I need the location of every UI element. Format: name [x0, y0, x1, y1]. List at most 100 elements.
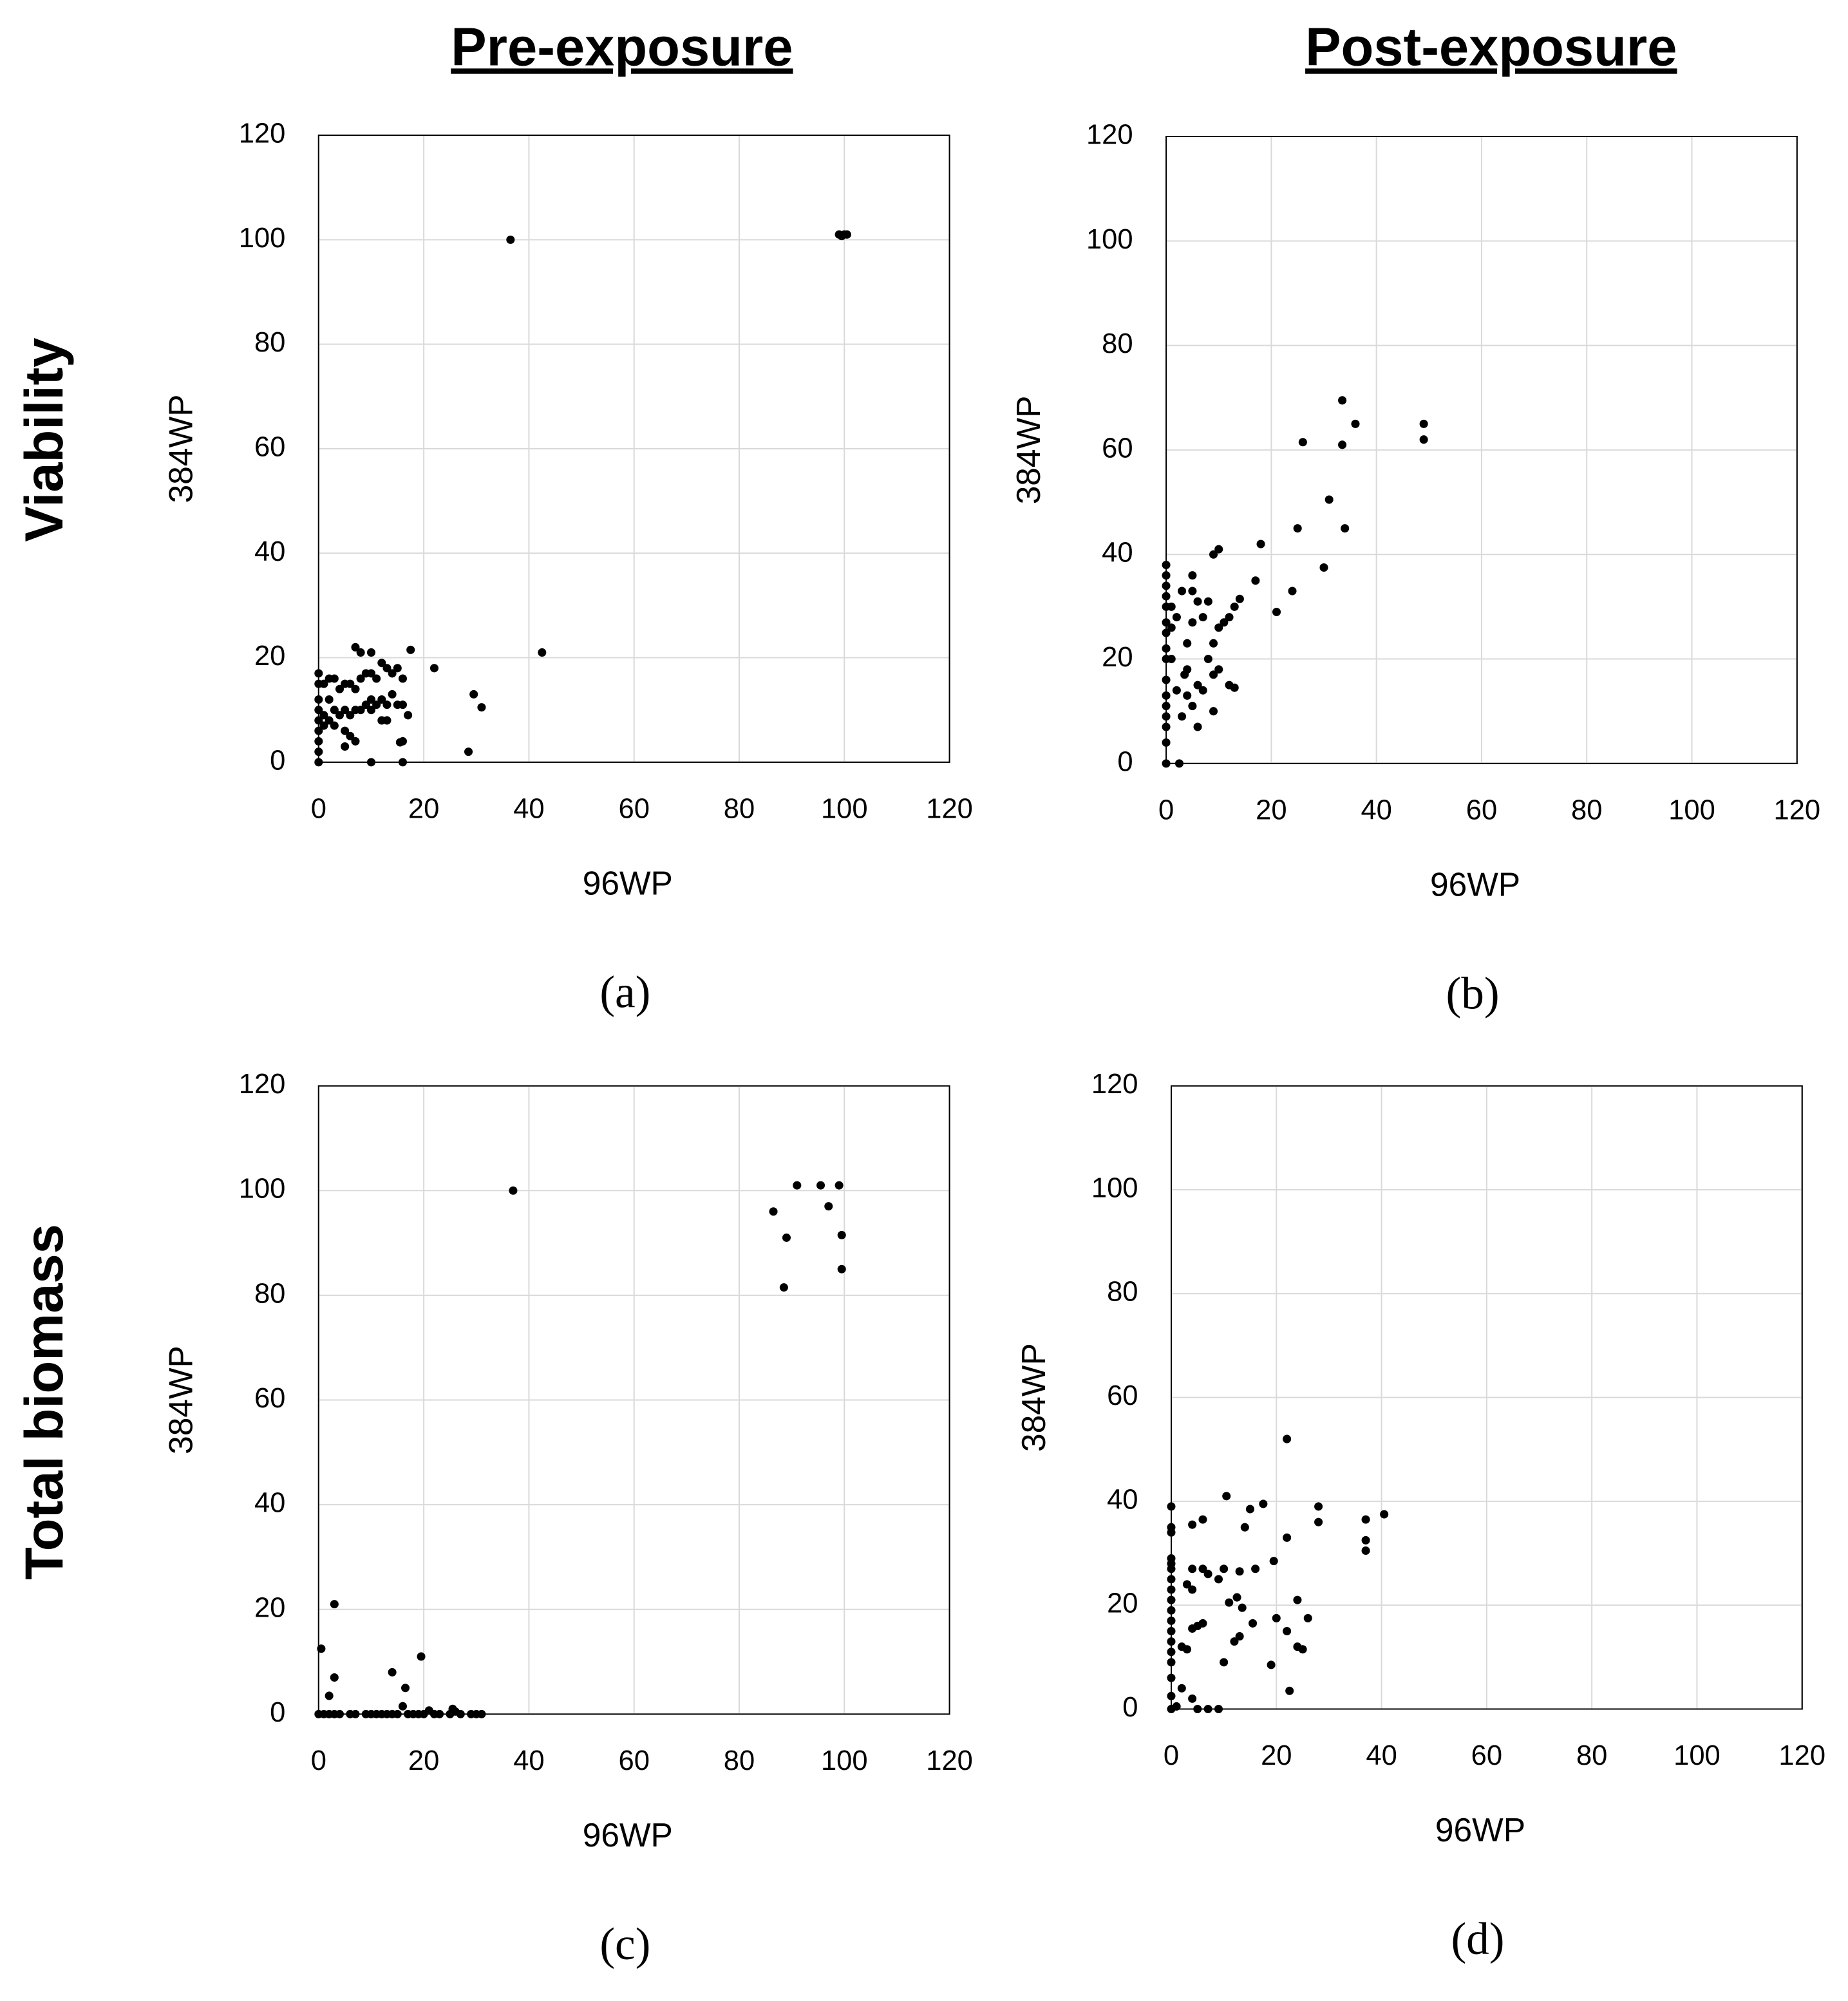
y-tick-label: 80: [254, 1278, 285, 1309]
point: [1214, 1575, 1223, 1584]
y-axis-label: 384WP: [162, 395, 200, 503]
point: [417, 1652, 426, 1661]
point: [1188, 618, 1197, 627]
point: [1214, 665, 1223, 674]
point: [1238, 1603, 1247, 1612]
y-tick-label: 0: [270, 745, 285, 776]
point: [377, 659, 386, 668]
point: [314, 758, 323, 767]
point: [1162, 644, 1171, 653]
y-tick-label: 0: [1117, 746, 1133, 777]
point: [1188, 571, 1197, 580]
point: [351, 643, 360, 652]
point: [837, 232, 846, 241]
point: [1162, 759, 1171, 768]
point: [382, 716, 391, 725]
y-tick-label: 60: [1107, 1380, 1138, 1411]
point: [1283, 1626, 1292, 1636]
point: [1162, 722, 1171, 731]
x-tick-label: 100: [821, 1745, 868, 1776]
point: [1178, 712, 1187, 721]
point: [1167, 1564, 1176, 1574]
y-tick-label: 80: [1107, 1277, 1138, 1308]
x-tick-label: 100: [821, 794, 868, 825]
point: [1162, 738, 1171, 747]
point: [341, 706, 350, 715]
panel-label: (a): [599, 967, 650, 1017]
plot-border: [1165, 136, 1798, 764]
point: [1314, 1502, 1323, 1511]
point: [1167, 1637, 1176, 1646]
point: [325, 1691, 334, 1700]
point: [330, 721, 339, 730]
point: [1198, 1515, 1207, 1524]
x-tick-label: 40: [1366, 1740, 1397, 1771]
x-tick-label: 60: [1471, 1740, 1502, 1771]
point: [1198, 613, 1207, 622]
point: [1283, 1533, 1292, 1542]
point: [314, 695, 323, 704]
point: [1167, 1502, 1176, 1511]
x-tick-label: 60: [618, 794, 649, 825]
point: [346, 679, 355, 688]
y-tick-label: 80: [254, 327, 285, 358]
point: [1298, 438, 1307, 447]
point: [314, 747, 323, 756]
point: [429, 664, 438, 673]
y-tick-label: 120: [239, 118, 286, 149]
point: [1214, 1704, 1223, 1714]
point: [314, 706, 323, 715]
point: [319, 711, 328, 720]
point: [356, 648, 365, 657]
point: [393, 1709, 402, 1718]
point: [1220, 1658, 1229, 1667]
x-tick-label: 120: [1778, 1740, 1825, 1771]
point: [1225, 1598, 1234, 1607]
point: [1249, 1619, 1258, 1628]
column-title: Post-exposure: [1305, 17, 1677, 77]
y-tick-label: 80: [1102, 328, 1133, 359]
point: [325, 695, 334, 704]
point: [769, 1207, 778, 1216]
point: [1183, 639, 1192, 648]
point: [1177, 1684, 1186, 1693]
point: [1162, 702, 1171, 711]
row-title: Total biomass: [14, 1224, 74, 1580]
point: [1319, 563, 1328, 572]
point: [1220, 618, 1229, 627]
point: [1167, 1575, 1176, 1584]
point: [1162, 712, 1171, 721]
point: [469, 690, 478, 699]
point: [1225, 613, 1234, 622]
point: [372, 700, 381, 709]
point: [382, 700, 391, 709]
point: [1209, 550, 1218, 559]
point: [1351, 419, 1360, 428]
point: [1256, 540, 1265, 549]
point: [1174, 759, 1184, 768]
point: [1419, 435, 1428, 444]
point: [1222, 1492, 1231, 1501]
x-tick-label: 20: [1261, 1740, 1292, 1771]
point: [1167, 1585, 1176, 1594]
y-tick-label: 100: [1086, 224, 1133, 255]
point: [346, 711, 355, 720]
point: [1167, 1528, 1176, 1537]
point: [1240, 1523, 1249, 1532]
point: [330, 706, 339, 715]
point: [1188, 1624, 1197, 1633]
y-tick-label: 20: [254, 641, 285, 672]
point: [1172, 686, 1181, 695]
point: [1180, 670, 1189, 679]
point: [1167, 1595, 1176, 1604]
point: [477, 703, 486, 712]
x-tick-label: 100: [1668, 795, 1715, 826]
point: [464, 747, 473, 756]
point: [1230, 602, 1239, 611]
point: [388, 669, 397, 678]
point: [1188, 1520, 1197, 1529]
point: [1182, 1580, 1192, 1589]
point: [314, 669, 323, 678]
point: [1235, 1567, 1244, 1576]
